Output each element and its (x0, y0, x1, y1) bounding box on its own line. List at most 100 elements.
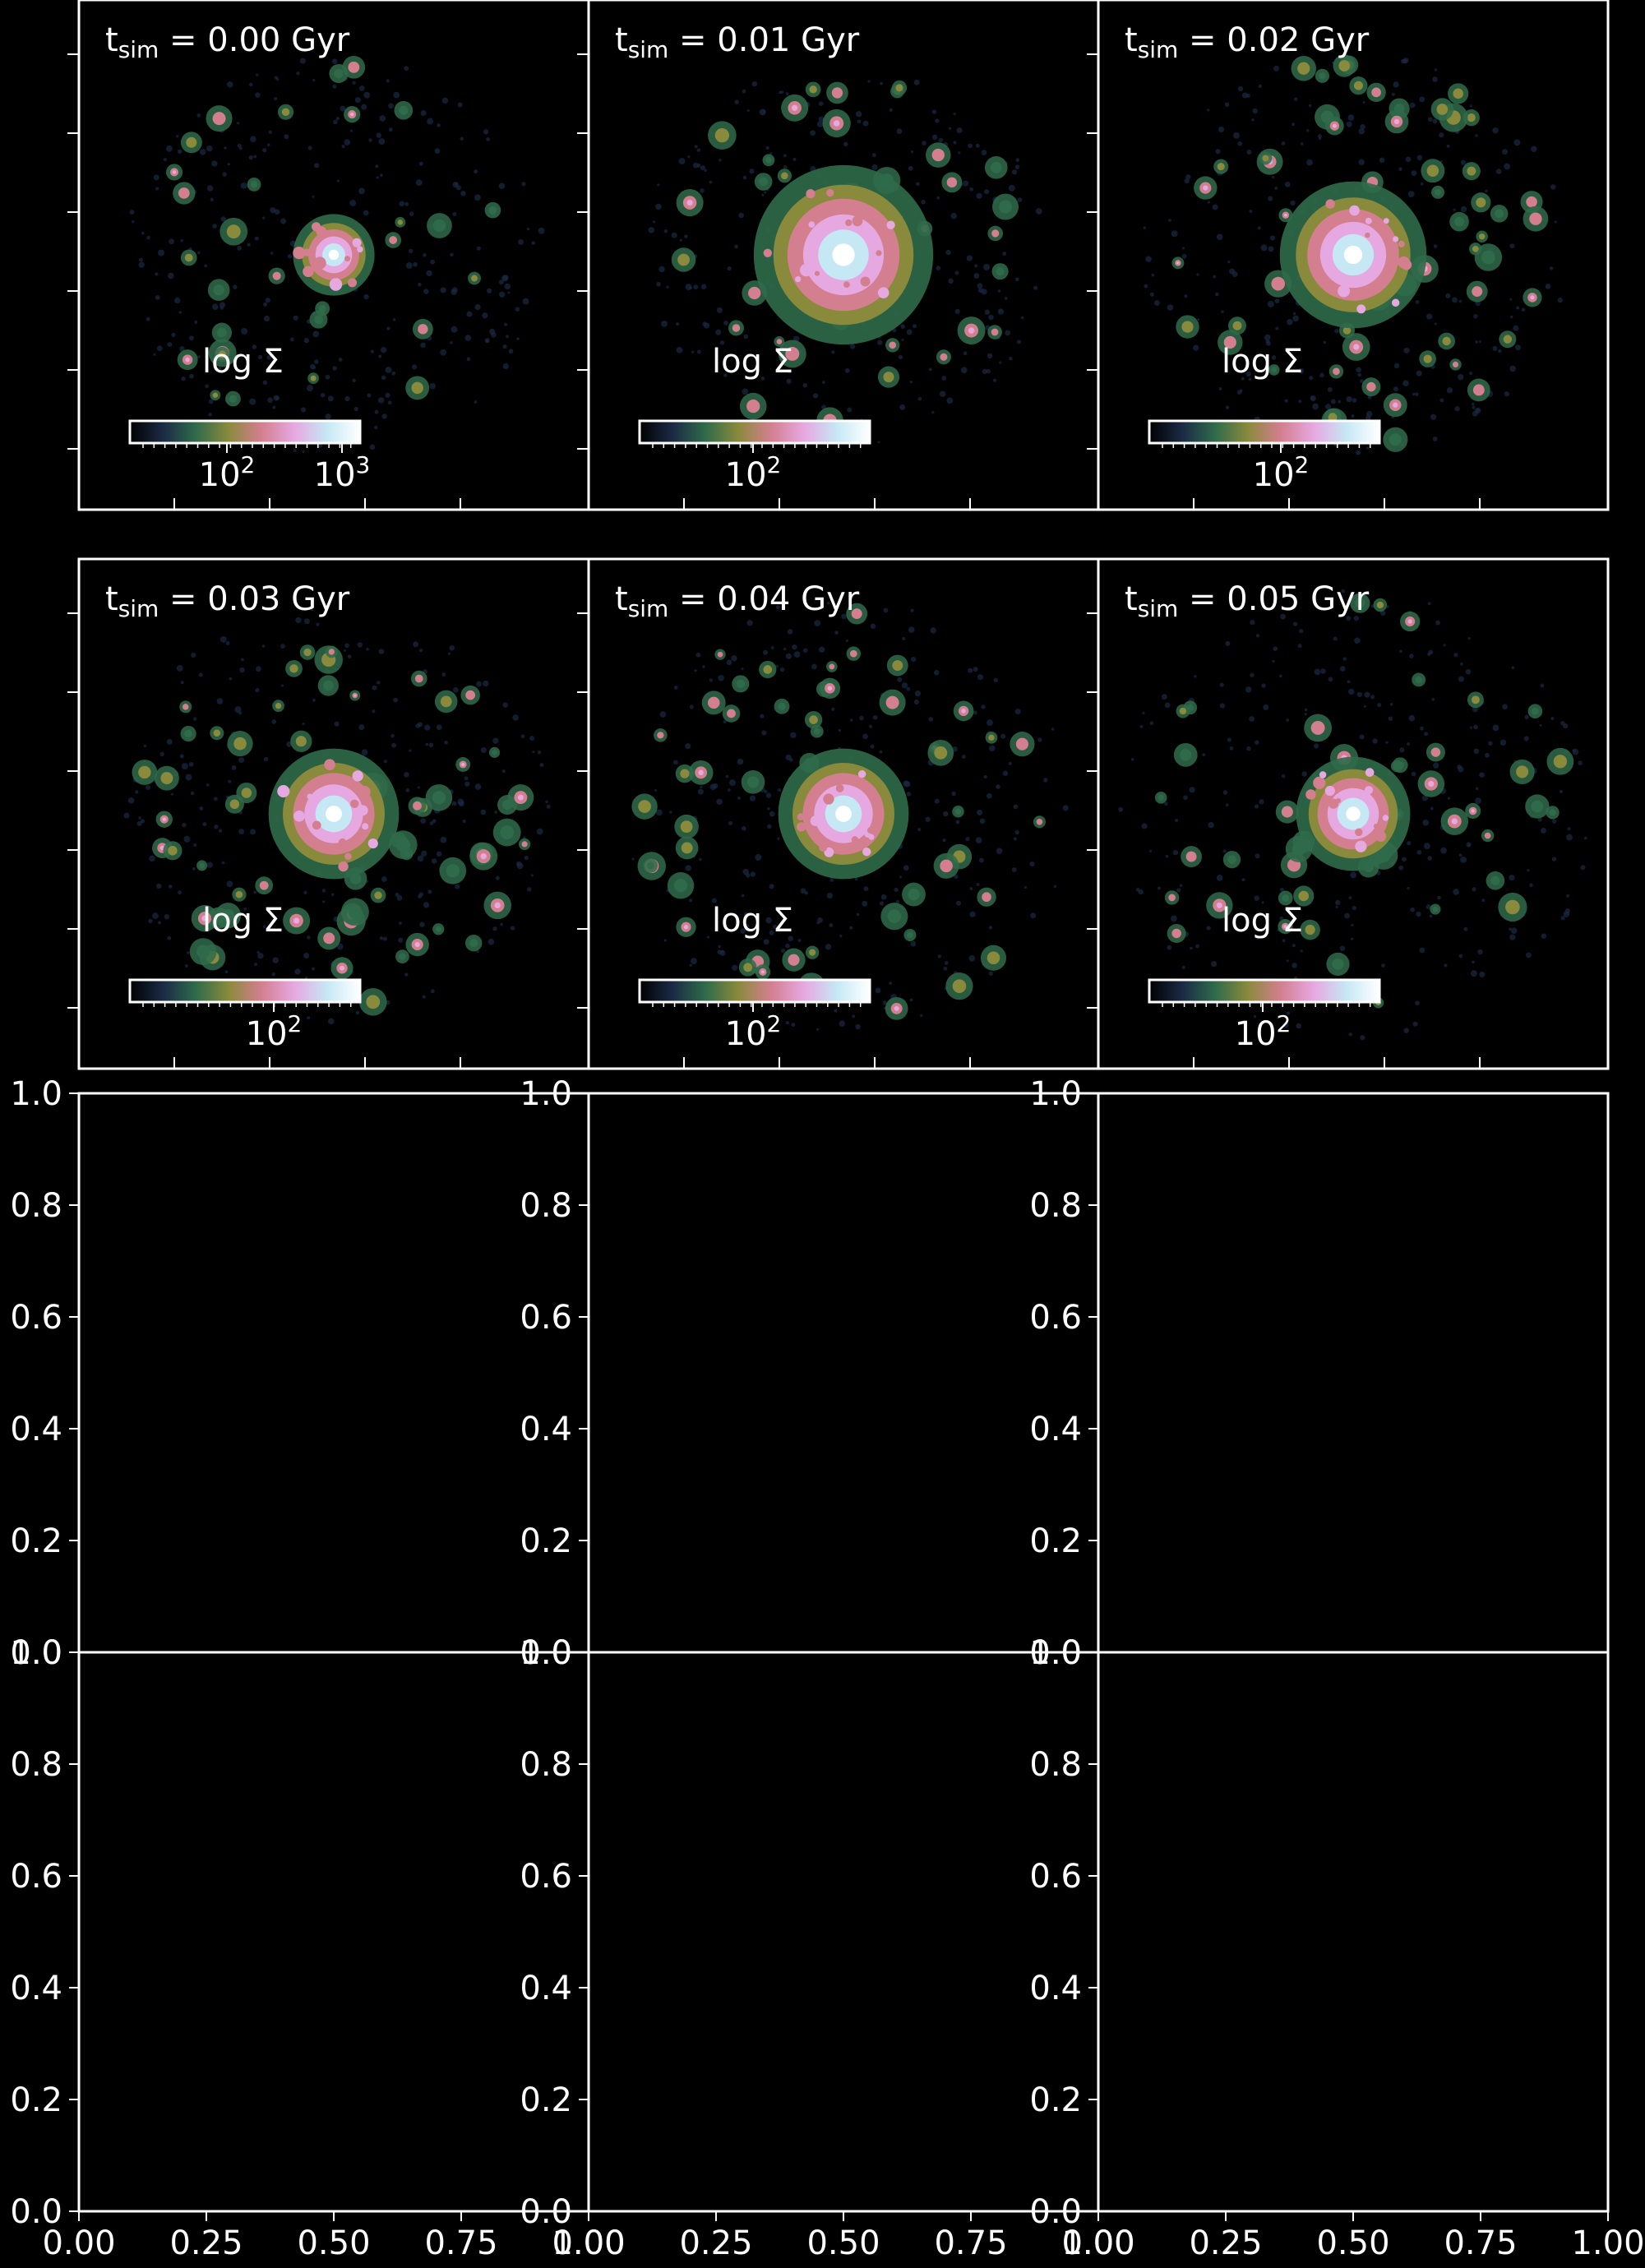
clump-core (411, 381, 423, 395)
noise-speck (261, 644, 266, 648)
core-knot (886, 220, 895, 229)
noise-speck (742, 868, 749, 875)
clump-peak (1353, 344, 1360, 350)
noise-speck (1258, 84, 1262, 88)
noise-speck (1550, 184, 1556, 190)
noise-speck (676, 347, 683, 353)
noise-speck (1246, 746, 1251, 751)
noise-speck (1411, 771, 1416, 777)
clump-core (1467, 113, 1476, 122)
noise-speck (654, 788, 657, 792)
noise-speck (731, 655, 737, 662)
noise-speck (826, 892, 834, 899)
noise-speck (372, 685, 377, 691)
clump-peak (683, 925, 689, 930)
noise-speck (1014, 829, 1019, 835)
noise-speck (880, 81, 883, 85)
noise-speck (944, 961, 949, 965)
noise-speck (1308, 104, 1312, 108)
noise-speck (312, 967, 315, 971)
noise-speck (899, 404, 906, 410)
noise-speck (1036, 208, 1042, 215)
noise-speck (300, 407, 307, 413)
clump-core (1423, 354, 1432, 363)
noise-speck (1170, 915, 1177, 922)
noise-speck (969, 187, 974, 192)
noise-speck (1559, 789, 1564, 793)
noise-speck (1458, 954, 1463, 958)
noise-speck (659, 711, 667, 718)
noise-speck (194, 320, 198, 324)
noise-speck (983, 774, 987, 779)
clump-core (182, 704, 189, 710)
noise-speck (1502, 704, 1508, 710)
noise-speck (268, 130, 272, 134)
noise-speck (377, 397, 385, 404)
core-knot (293, 810, 305, 822)
noise-speck (437, 123, 441, 127)
noise-speck (765, 917, 772, 924)
noise-speck (189, 373, 194, 379)
noise-speck (377, 681, 381, 685)
time-label: tsim = 0.01 Gyr (615, 21, 860, 63)
noise-speck (1130, 758, 1134, 761)
noise-speck (1357, 372, 1361, 377)
x-tick-label: 0.25 (169, 2224, 243, 2262)
empty-axes: 0.00.20.40.60.81.0 (1029, 1075, 1610, 1672)
noise-speck (1312, 403, 1319, 410)
noise-speck (338, 358, 343, 362)
noise-speck (977, 288, 983, 293)
noise-speck (440, 349, 447, 356)
noise-speck (1353, 615, 1360, 621)
noise-speck (374, 425, 378, 430)
noise-speck (913, 79, 920, 85)
noise-speck (785, 92, 789, 95)
noise-speck (526, 227, 530, 231)
noise-speck (262, 216, 266, 219)
noise-speck (1306, 159, 1313, 166)
noise-speck (933, 670, 940, 676)
clump-core (303, 648, 312, 657)
noise-speck (1225, 405, 1230, 409)
noise-speck (1275, 326, 1279, 330)
clump-core (1376, 601, 1384, 609)
noise-speck (332, 366, 337, 371)
noise-speck (982, 368, 987, 375)
noise-speck (790, 732, 797, 738)
noise-speck (198, 672, 203, 677)
clump-peak (760, 970, 765, 974)
noise-speck (901, 682, 908, 689)
core-knot (794, 276, 802, 283)
noise-speck (1550, 716, 1555, 721)
noise-speck (902, 636, 906, 640)
noise-speck (1149, 721, 1154, 725)
noise-speck (1434, 322, 1437, 326)
clump-core (996, 267, 1005, 276)
noise-speck (1366, 446, 1370, 450)
noise-speck (1324, 404, 1332, 410)
noise-speck (257, 354, 263, 360)
noise-speck (783, 154, 787, 158)
noise-speck (378, 138, 386, 146)
noise-speck (981, 704, 986, 709)
core-knot (1335, 797, 1341, 804)
clump-core (213, 729, 221, 737)
noise-speck (266, 355, 272, 360)
noise-speck (212, 224, 217, 229)
noise-speck (248, 155, 253, 160)
noise-speck (960, 367, 968, 374)
clump-core (895, 84, 903, 92)
noise-speck (1248, 377, 1252, 381)
noise-speck (769, 152, 773, 155)
core-knot (819, 843, 828, 852)
clump-core (763, 665, 773, 674)
clump-peak (1176, 261, 1180, 265)
noise-speck (1527, 868, 1530, 872)
noise-speck (379, 115, 386, 122)
noise-speck (123, 812, 130, 819)
clump-core (1332, 958, 1344, 970)
noise-speck (499, 291, 506, 298)
noise-speck (831, 707, 835, 711)
noise-speck (152, 912, 159, 920)
